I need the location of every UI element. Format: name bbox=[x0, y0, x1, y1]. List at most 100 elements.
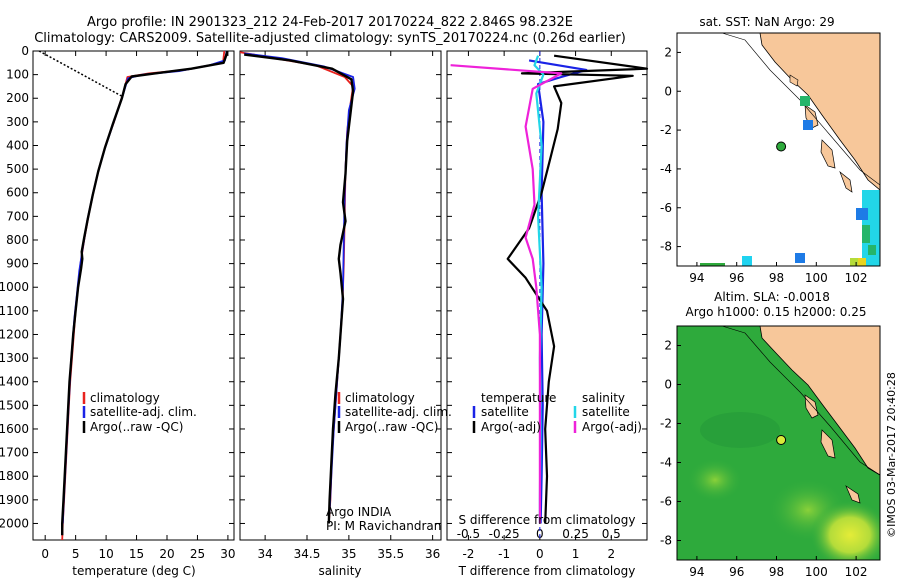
temperature-legend: climatology satellite-adj. clim. Argo(..… bbox=[82, 391, 197, 434]
sst-pixel bbox=[795, 253, 805, 263]
depth-tick-label: 1200 bbox=[0, 327, 29, 341]
sst-map-canvas bbox=[677, 33, 880, 266]
temperature-series bbox=[38, 50, 229, 541]
island-siberut-sla bbox=[804, 394, 819, 419]
sst-pixel bbox=[800, 96, 810, 106]
diff-bottom-tick-label: -2 bbox=[462, 547, 474, 561]
difference-top-xlabel: S difference from climatology bbox=[459, 513, 636, 527]
map-lat-tick-label: -4 bbox=[660, 162, 672, 176]
difference-line-s-argo-adj- bbox=[450, 64, 563, 524]
sumatra-land-sla bbox=[759, 326, 880, 476]
temperature-x-tick-label: 20 bbox=[159, 547, 174, 561]
difference-line-t-argo-adj- bbox=[506, 54, 649, 524]
depth-tick-label: 400 bbox=[6, 138, 29, 152]
map-lat-tick-label: -2 bbox=[660, 123, 672, 137]
depth-tick-label: 800 bbox=[6, 233, 29, 247]
diff-top-tick-label: 0.25 bbox=[562, 527, 589, 541]
map-lon-tick-label: 102 bbox=[845, 271, 868, 285]
temperature-axes: 0100200300400500600700800900100011001200… bbox=[0, 44, 647, 561]
map-lat-tick-label: 0 bbox=[664, 378, 672, 392]
sst-pixel bbox=[858, 258, 866, 266]
sal-legend-argo-label: Argo(..raw -QC) bbox=[345, 420, 438, 434]
island-small bbox=[789, 74, 799, 87]
map-lat-tick-label: -6 bbox=[660, 201, 672, 215]
sla-map-title-2: Argo h1000: 0.15 h2000: 0.25 bbox=[686, 305, 867, 319]
temperature-surface-extrapolation bbox=[38, 50, 122, 97]
depth-tick-label: 1500 bbox=[0, 398, 29, 412]
salinity-x-tick-label: 35 bbox=[341, 547, 356, 561]
diff-top-tick-label: -0.25 bbox=[489, 527, 520, 541]
sla-anomaly bbox=[700, 412, 780, 448]
sla-map-frame bbox=[676, 325, 881, 561]
temperature-line-satellite-adj-clim- bbox=[61, 50, 228, 524]
map-lat-tick-label: 0 bbox=[664, 84, 672, 98]
sla-anomaly bbox=[687, 458, 743, 502]
temperature-x-tick-label: 15 bbox=[129, 547, 144, 561]
sst-pixel bbox=[850, 258, 860, 266]
diff-legend-sargo-label: Argo(-adj) bbox=[582, 420, 642, 434]
sla-map-title-1: Altim. SLA: -0.0018 bbox=[714, 290, 830, 304]
salinity-line-climatology bbox=[239, 51, 354, 524]
sst-pixel bbox=[862, 225, 870, 243]
difference-legend: temperature salinity satellite Argo(-adj… bbox=[472, 391, 642, 434]
depth-tick-label: 0 bbox=[21, 44, 29, 58]
map-lat-tick-label: 2 bbox=[664, 45, 672, 59]
depth-tick-label: 500 bbox=[6, 162, 29, 176]
sla-map-ticks: 94 96 98 100 102 2 0 -2 -4 -6 -8 bbox=[660, 339, 868, 580]
figure-title-line-2: Climatology: CARS2009. Satellite-adjuste… bbox=[34, 31, 626, 46]
sumatra-land bbox=[759, 33, 880, 191]
argo-station-marker bbox=[776, 141, 787, 152]
depth-tick-label: 1900 bbox=[0, 493, 29, 507]
diff-bottom-tick-label: 2 bbox=[607, 547, 615, 561]
sst-pixel bbox=[742, 256, 752, 266]
diff-legend-ssat-label: satellite bbox=[582, 405, 630, 419]
map-lat-tick-label: 2 bbox=[664, 339, 672, 353]
imos-timestamp: ©IMOS 03-Mar-2017 20:40:28 bbox=[885, 372, 898, 538]
map-lat-tick-label: -4 bbox=[660, 456, 672, 470]
float-program-note: Argo INDIA bbox=[326, 505, 392, 519]
map-lat-tick-label: -2 bbox=[660, 417, 672, 431]
island-sipora-sla bbox=[820, 429, 836, 459]
diff-legend-tsat-label: satellite bbox=[481, 405, 529, 419]
sla-anomaly bbox=[810, 500, 880, 560]
legend-clim-label: climatology bbox=[90, 391, 160, 405]
diff-legend-targo-label: Argo(-adj) bbox=[481, 420, 541, 434]
island-pagai bbox=[839, 170, 853, 193]
temperature-x-tick-label: 10 bbox=[98, 547, 113, 561]
temperature-x-tick-label: 5 bbox=[72, 547, 80, 561]
map-lon-tick-label: 96 bbox=[729, 565, 744, 579]
map-lon-tick-label: 100 bbox=[805, 271, 828, 285]
island-pagai-sla bbox=[845, 485, 861, 504]
sst-pixel bbox=[868, 245, 876, 255]
depth-tick-label: 300 bbox=[6, 115, 29, 129]
depth-tick-label: 600 bbox=[6, 186, 29, 200]
salinity-panel-frame bbox=[239, 50, 442, 541]
temperature-x-tick-label: 30 bbox=[220, 547, 235, 561]
salinity-x-tick-label: 36 bbox=[425, 547, 440, 561]
depth-tick-label: 1100 bbox=[0, 304, 29, 318]
map-lon-tick-label: 102 bbox=[845, 565, 868, 579]
difference-panel-frame bbox=[446, 50, 648, 541]
diff-top-tick-label: 0.5 bbox=[602, 527, 621, 541]
sal-legend-clim-label: climatology bbox=[345, 391, 415, 405]
salinity-axes: 34 34.5 35 35.5 36 bbox=[257, 51, 440, 561]
temperature-xlabel: temperature (deg C) bbox=[72, 564, 195, 578]
temperature-panel-frame bbox=[32, 50, 235, 541]
diff-top-tick-label: -0.5 bbox=[457, 527, 480, 541]
salinity-x-tick-label: 34 bbox=[257, 547, 272, 561]
sst-map-title: sat. SST: NaN Argo: 29 bbox=[699, 15, 834, 29]
map-lon-tick-label: 96 bbox=[729, 271, 744, 285]
legend-argo-label: Argo(..raw -QC) bbox=[90, 420, 183, 434]
diff-bottom-tick-label: 0 bbox=[536, 547, 544, 561]
sst-pixel bbox=[856, 208, 868, 220]
sla-map-canvas bbox=[677, 326, 880, 560]
map-lat-tick-label: -8 bbox=[660, 240, 672, 254]
diff-bottom-tick-label: -1 bbox=[498, 547, 510, 561]
island-sipora bbox=[820, 139, 836, 169]
diff-legend-temperature-head: temperature bbox=[481, 391, 556, 405]
salinity-series bbox=[239, 51, 356, 524]
diff-bottom-tick-label: 1 bbox=[572, 547, 580, 561]
temperature-line-climatology bbox=[61, 50, 226, 541]
map-lon-tick-label: 100 bbox=[805, 565, 828, 579]
